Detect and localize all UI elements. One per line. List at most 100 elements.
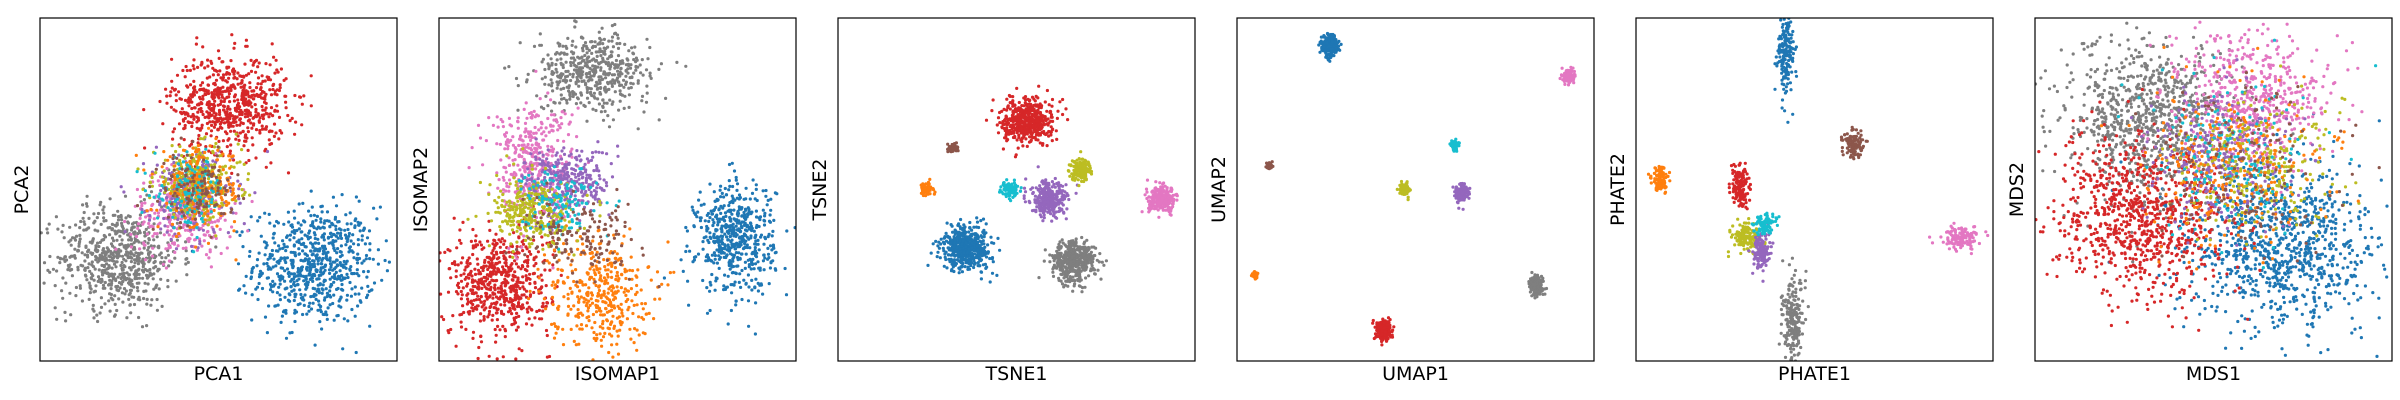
point (494, 340, 498, 344)
point (641, 73, 645, 77)
point (532, 271, 537, 275)
point (97, 244, 101, 249)
point (219, 196, 223, 200)
point (331, 260, 335, 264)
point (526, 310, 530, 314)
point (291, 260, 295, 264)
point (541, 243, 545, 247)
point (590, 46, 595, 50)
point (162, 180, 166, 184)
point (137, 256, 141, 260)
point (595, 54, 599, 59)
point (228, 107, 232, 111)
point (315, 214, 319, 218)
point (142, 230, 147, 234)
point (258, 128, 262, 133)
point (730, 161, 734, 165)
point (606, 57, 610, 61)
point (180, 199, 184, 203)
point (524, 245, 528, 249)
point (736, 245, 740, 249)
point (297, 247, 301, 251)
point (599, 66, 603, 70)
point (207, 100, 211, 104)
point (325, 294, 329, 299)
point (528, 294, 532, 298)
point (218, 110, 222, 114)
point (484, 279, 488, 283)
point (492, 246, 496, 250)
point (543, 67, 547, 72)
point (285, 245, 289, 249)
point (279, 320, 283, 324)
point (285, 267, 290, 271)
point (244, 38, 248, 42)
point (178, 211, 182, 215)
point (519, 307, 524, 311)
point (747, 207, 751, 211)
point (289, 285, 293, 289)
point (140, 207, 144, 212)
point (188, 68, 192, 72)
point (205, 76, 209, 80)
point (364, 257, 368, 261)
point (609, 50, 613, 54)
point (218, 102, 222, 106)
point (181, 148, 186, 152)
point (58, 261, 62, 265)
point (611, 118, 616, 122)
point (521, 249, 525, 253)
point (743, 214, 747, 218)
point (240, 188, 244, 192)
point (274, 264, 278, 268)
point (728, 184, 732, 188)
point (659, 62, 664, 66)
point (279, 274, 283, 278)
point (324, 310, 328, 314)
point (708, 216, 712, 220)
point (183, 228, 188, 232)
point (357, 292, 361, 296)
point (763, 237, 768, 241)
point (495, 357, 499, 361)
point (218, 165, 222, 169)
point (184, 64, 188, 69)
point (603, 49, 607, 54)
point (114, 265, 118, 269)
point (291, 264, 295, 268)
point (227, 201, 231, 205)
point (179, 110, 183, 114)
point (69, 243, 73, 247)
point (349, 294, 353, 298)
point (732, 283, 736, 287)
point (297, 202, 301, 206)
point (166, 158, 170, 162)
point (209, 134, 213, 138)
point (218, 204, 222, 208)
point (225, 110, 229, 114)
point (486, 282, 490, 286)
point (308, 270, 312, 274)
point (453, 260, 457, 264)
point (613, 32, 617, 36)
point (129, 245, 133, 249)
point (473, 305, 477, 309)
point (715, 217, 720, 221)
point (196, 188, 200, 192)
point (732, 169, 737, 173)
point (732, 234, 736, 238)
point (322, 298, 327, 302)
point (293, 295, 297, 299)
point (61, 223, 65, 227)
point (285, 286, 289, 290)
point (357, 199, 361, 203)
point (254, 110, 258, 114)
point (582, 103, 586, 107)
point (502, 297, 506, 301)
point (387, 260, 391, 264)
point (316, 262, 320, 266)
point (215, 179, 219, 183)
point (733, 244, 737, 248)
point (526, 254, 530, 259)
